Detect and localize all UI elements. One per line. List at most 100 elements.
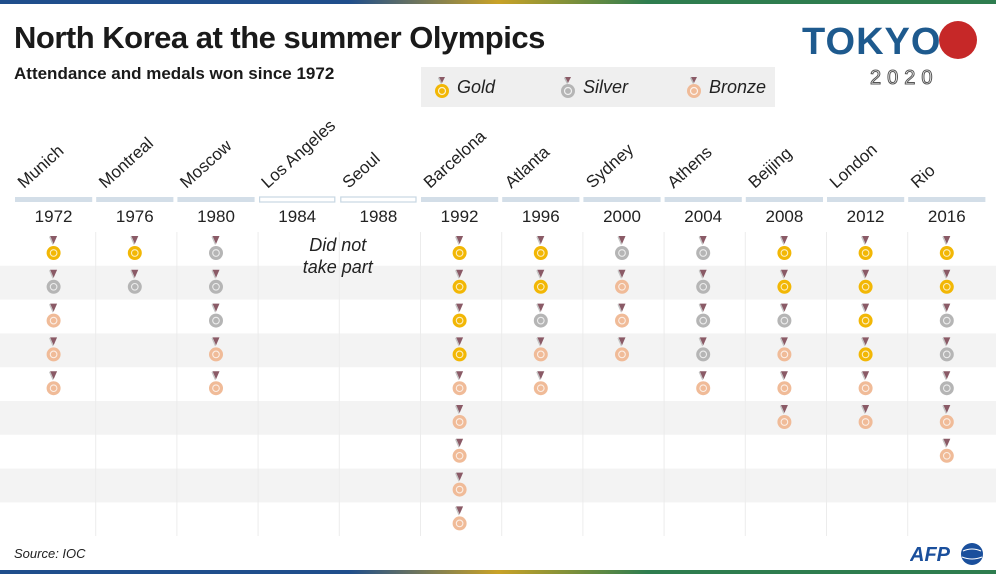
- medal-ribbon: [456, 236, 464, 244]
- medal-ribbon-shade: [861, 371, 866, 381]
- gold-medal-icon: [533, 236, 548, 260]
- column-underline-absent: [340, 196, 417, 203]
- medal-ribbon: [943, 269, 951, 278]
- medal-disc: [939, 448, 954, 463]
- medal-ribbon-shade: [455, 506, 460, 516]
- medal-ribbon: [943, 303, 951, 312]
- medal-inner-ring: [536, 384, 545, 393]
- medal-disc: [452, 279, 467, 294]
- medal-ribbon-shade: [942, 337, 947, 347]
- medal-inner-ring: [780, 249, 789, 257]
- medal-disc: [858, 415, 873, 429]
- gold-medal-icon: [452, 236, 467, 260]
- medal-disc: [209, 313, 223, 328]
- medal-ribbon-shade: [455, 371, 460, 381]
- medal-disc: [452, 415, 467, 429]
- medal-disc: [696, 279, 711, 294]
- medal-disc: [533, 313, 548, 328]
- medal-ribbon: [943, 337, 951, 346]
- gold-medal-icon: [46, 236, 61, 260]
- medal-inner-ring: [618, 282, 626, 291]
- medal-disc: [858, 381, 873, 396]
- year-label: 1988: [359, 207, 397, 226]
- medal-ribbon-shade: [698, 337, 704, 347]
- city-label: Rio: [907, 161, 939, 192]
- medal-disc: [777, 347, 792, 362]
- medal-ribbon: [50, 236, 58, 244]
- absent-note-line: take part: [303, 257, 374, 277]
- bronze-medal-icon: [452, 371, 467, 396]
- bronze-medal-icon: [452, 438, 467, 463]
- silver-medal-icon: [939, 371, 954, 396]
- medal-ribbon-shade: [942, 405, 947, 414]
- medal-ribbon-shade: [942, 303, 947, 313]
- logo-year: 2020: [870, 67, 939, 89]
- medal-ribbon-shade: [536, 236, 541, 245]
- medal-ribbon-shade: [455, 405, 460, 414]
- medal-disc: [777, 313, 792, 328]
- medal-disc: [452, 347, 467, 362]
- bronze-medal-icon: [858, 405, 873, 429]
- chart-subtitle: Attendance and medals won since 1972: [14, 64, 335, 83]
- medal-disc: [615, 313, 629, 328]
- afp-globe-icon: [961, 543, 983, 565]
- medal-inner-ring: [455, 282, 464, 291]
- gold-medal-icon: [858, 337, 873, 362]
- medal-ribbon: [943, 371, 951, 380]
- medal-disc: [46, 313, 61, 328]
- medal-ribbon: [699, 371, 707, 380]
- bronze-medal-icon: [939, 405, 954, 429]
- medal-ribbon: [618, 303, 626, 312]
- medal-ribbon-shade: [536, 303, 541, 313]
- medal-ribbon: [943, 438, 951, 447]
- legend-label-gold: Gold: [457, 77, 496, 97]
- medal-ribbon: [943, 405, 951, 413]
- medal-ribbon: [456, 438, 464, 447]
- bronze-medal-icon: [452, 506, 467, 531]
- medal-inner-ring: [49, 350, 58, 359]
- medal-ribbon-shade: [455, 472, 460, 482]
- medal-inner-ring: [49, 282, 58, 291]
- gold-medal-icon: [939, 269, 954, 294]
- medal-inner-ring: [780, 418, 789, 426]
- legend: Gold Silver Bronze: [421, 67, 775, 107]
- medal-inner-ring: [212, 282, 220, 291]
- medal-inner-ring: [618, 316, 626, 325]
- medal-inner-ring: [130, 249, 139, 257]
- medal-inner-ring: [455, 451, 464, 460]
- medal-inner-ring: [699, 249, 708, 257]
- medal-ribbon: [862, 405, 870, 413]
- column-underline: [15, 197, 93, 202]
- medal-ribbon: [456, 269, 464, 278]
- medal-inner-ring: [212, 316, 220, 325]
- column-underline: [827, 197, 905, 202]
- medal-ribbon-shade: [536, 269, 541, 279]
- legend-label-silver: Silver: [583, 77, 629, 97]
- afp-text: AFP: [910, 544, 951, 566]
- gold-medal-icon: [858, 236, 873, 260]
- medal-disc: [209, 246, 223, 260]
- medal-ribbon-shade: [942, 236, 947, 245]
- row-band: [0, 468, 996, 503]
- medal-ribbon-shade: [942, 438, 947, 448]
- year-label: 2008: [765, 207, 803, 226]
- source-note: Source: IOC: [14, 546, 86, 561]
- medal-inner-ring: [455, 249, 464, 257]
- medal-inner-ring: [455, 485, 464, 494]
- medal-ribbon: [50, 269, 58, 278]
- medal-ribbon: [780, 269, 788, 278]
- medal-ribbon-shade: [211, 337, 216, 347]
- legend-label-bronze: Bronze: [709, 77, 767, 97]
- column-underline: [745, 197, 823, 202]
- medal-inner-ring: [861, 316, 870, 325]
- medal-disc: [452, 482, 467, 497]
- medal-ribbon-shade: [779, 371, 785, 381]
- city-label: Montreal: [95, 134, 157, 192]
- silver-medal-icon: [533, 303, 548, 328]
- medal-ribbon: [537, 303, 545, 312]
- medal-ribbon-shade: [942, 371, 947, 381]
- medal-ribbon-shade: [617, 337, 622, 347]
- medal-ribbon: [862, 236, 870, 244]
- city-label: Seoul: [339, 149, 384, 192]
- medal-ribbon-shade: [861, 405, 866, 414]
